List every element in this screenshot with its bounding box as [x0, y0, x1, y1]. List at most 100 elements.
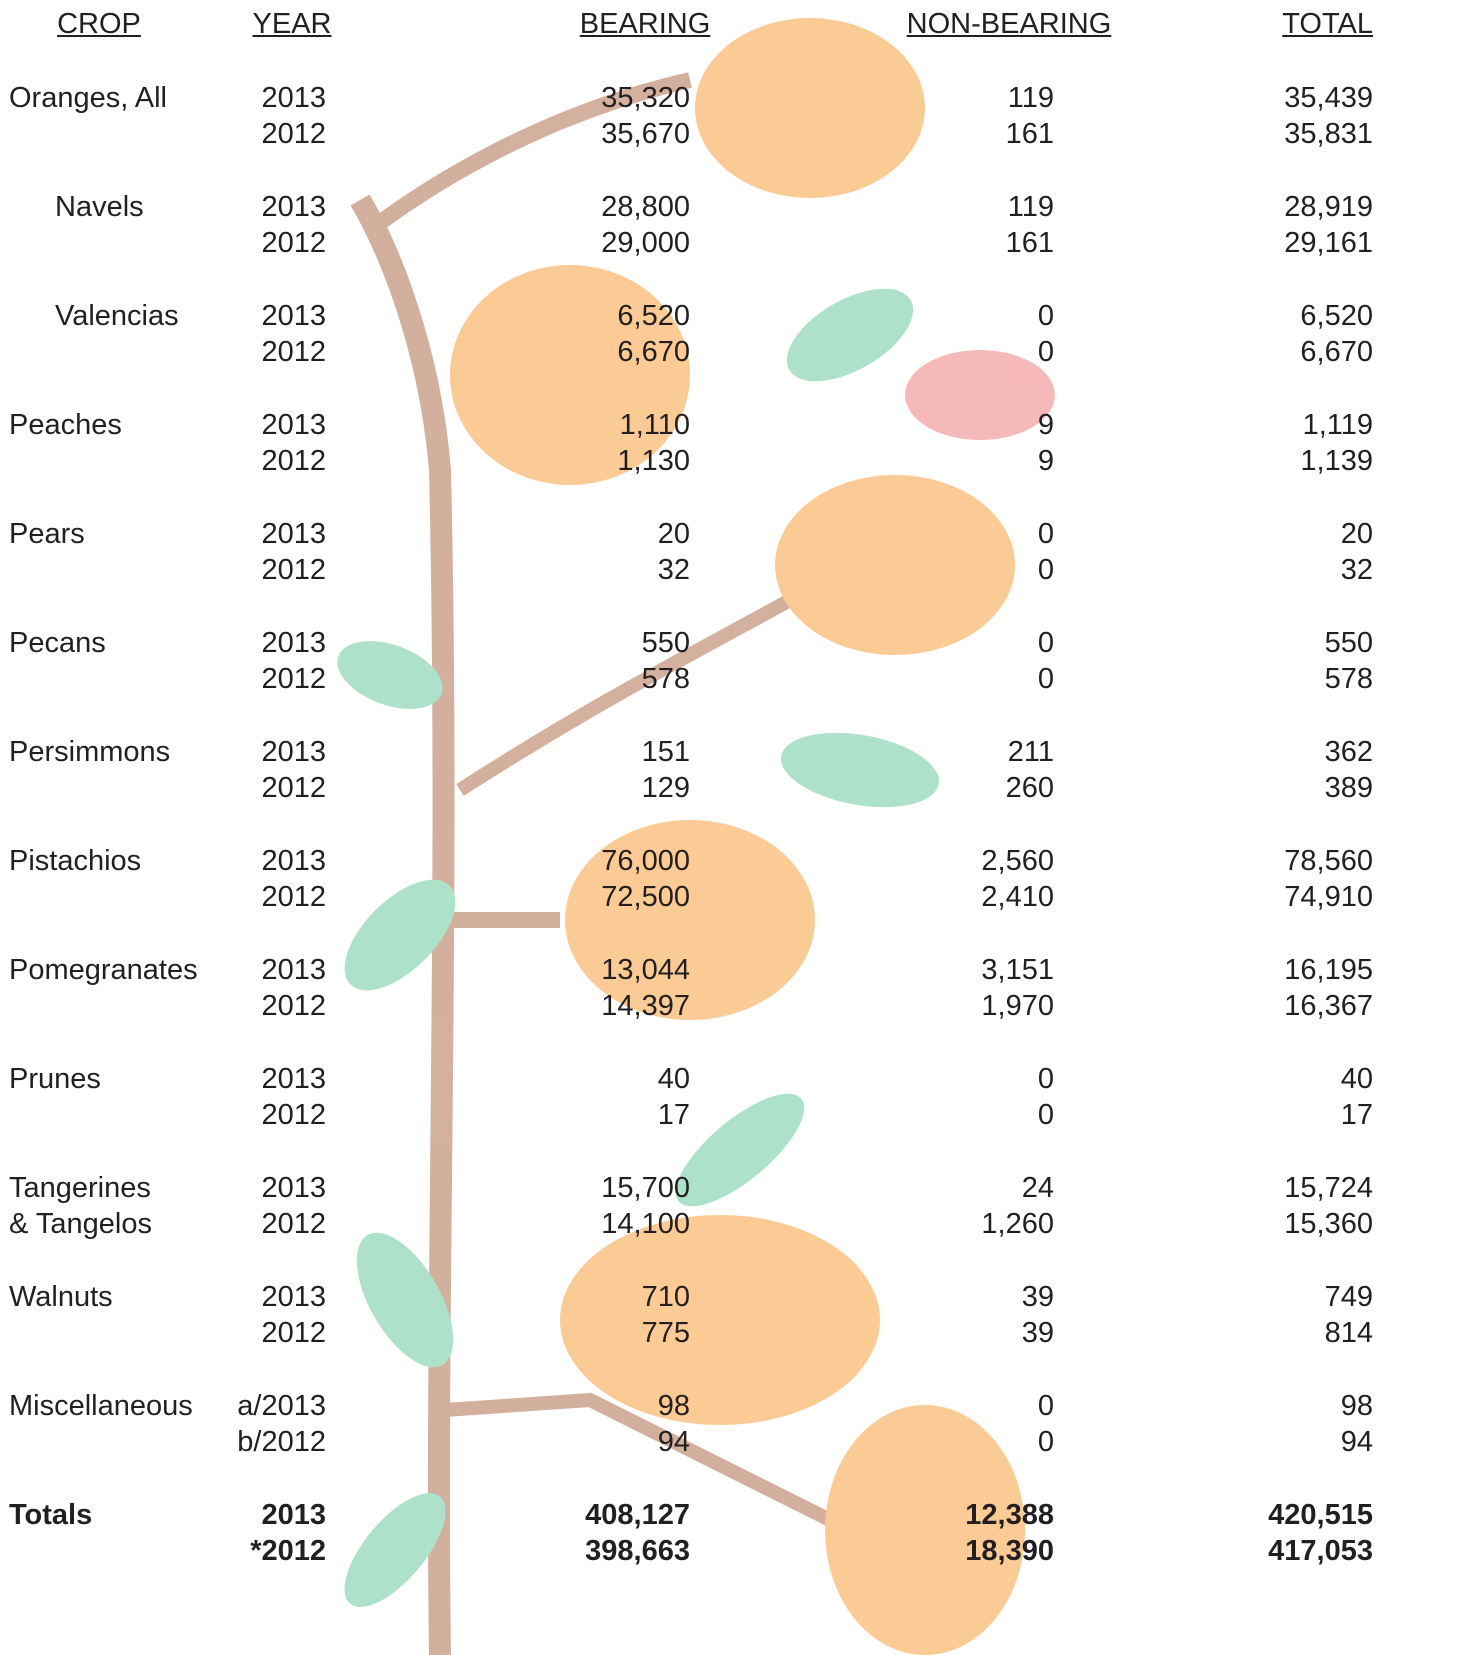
- non-bearing-cell: 9: [1038, 443, 1054, 479]
- total-cell: 28,919: [1284, 189, 1373, 225]
- bearing-cell: 32: [658, 552, 690, 588]
- non-bearing-cell: 24: [1022, 1170, 1054, 1206]
- bearing-cell: 550: [642, 625, 690, 661]
- bearing-cell: 1,110: [620, 407, 690, 443]
- year-cell: 2012: [261, 552, 326, 588]
- year-cell: 2013: [261, 189, 326, 225]
- bearing-cell: 151: [642, 734, 690, 770]
- total-cell: 550: [1325, 625, 1373, 661]
- year-cell: 2013: [261, 1497, 326, 1533]
- bearing-cell: 76,000: [601, 843, 690, 879]
- crop-name: Walnuts: [9, 1279, 113, 1315]
- crop-name: Totals: [9, 1497, 92, 1533]
- bearing-cell: 72,500: [601, 879, 690, 915]
- crop-name: Valencias: [55, 298, 179, 334]
- year-cell: 2012: [261, 1206, 326, 1242]
- page: CROP YEAR BEARING NON-BEARING TOTAL Oranges, …: [0, 0, 1468, 1655]
- non-bearing-cell: 211: [1008, 734, 1054, 770]
- non-bearing-cell: 0: [1038, 516, 1054, 552]
- total-cell: 578: [1325, 661, 1373, 697]
- crop-name: Oranges, All: [9, 80, 167, 116]
- bearing-cell: 398,663: [585, 1533, 690, 1569]
- bearing-cell: 35,320: [601, 80, 690, 116]
- year-cell: 2013: [261, 1061, 326, 1097]
- total-cell: 420,515: [1268, 1497, 1373, 1533]
- year-cell: 2013: [261, 80, 326, 116]
- bearing-cell: 94: [658, 1424, 690, 1460]
- bearing-cell: 29,000: [601, 225, 690, 261]
- year-cell: 2013: [261, 516, 326, 552]
- year-cell: 2012: [261, 1315, 326, 1351]
- total-cell: 814: [1325, 1315, 1373, 1351]
- year-cell: 2012: [261, 661, 326, 697]
- year-cell: 2012: [261, 1097, 326, 1133]
- total-cell: 16,195: [1284, 952, 1373, 988]
- crop-name: & Tangelos: [9, 1206, 152, 1242]
- total-cell: 1,119: [1303, 407, 1373, 443]
- non-bearing-cell: 0: [1038, 1097, 1054, 1133]
- non-bearing-cell: 18,390: [965, 1533, 1054, 1569]
- non-bearing-cell: 0: [1038, 661, 1054, 697]
- bearing-cell: 408,127: [585, 1497, 690, 1533]
- non-bearing-cell: 9: [1038, 407, 1054, 443]
- total-cell: 15,724: [1284, 1170, 1373, 1206]
- crop-name: Prunes: [9, 1061, 101, 1097]
- year-cell: 2012: [261, 443, 326, 479]
- non-bearing-cell: 260: [1006, 770, 1054, 806]
- non-bearing-cell: 0: [1038, 334, 1054, 370]
- bearing-cell: 578: [642, 661, 690, 697]
- column-header: CROP: [57, 6, 141, 42]
- bearing-cell: 14,100: [601, 1206, 690, 1242]
- total-cell: 20: [1341, 516, 1373, 552]
- non-bearing-cell: 161: [1006, 116, 1054, 152]
- year-cell: 2012: [261, 116, 326, 152]
- bearing-cell: 17: [658, 1097, 690, 1133]
- non-bearing-cell: 0: [1038, 625, 1054, 661]
- non-bearing-cell: 39: [1022, 1279, 1054, 1315]
- total-cell: 17: [1341, 1097, 1373, 1133]
- total-cell: 74,910: [1284, 879, 1373, 915]
- bearing-cell: 1,130: [617, 443, 690, 479]
- total-cell: 362: [1325, 734, 1373, 770]
- column-header: YEAR: [253, 6, 332, 42]
- crop-name: Pecans: [9, 625, 106, 661]
- bearing-cell: 129: [642, 770, 690, 806]
- column-header: NON-BEARING: [907, 6, 1112, 42]
- crop-name: Persimmons: [9, 734, 170, 770]
- non-bearing-cell: 119: [1008, 189, 1054, 225]
- year-cell: 2012: [261, 988, 326, 1024]
- bearing-cell: 13,044: [601, 952, 690, 988]
- non-bearing-cell: 1,260: [981, 1206, 1054, 1242]
- crop-name: Pistachios: [9, 843, 141, 879]
- non-bearing-cell: 119: [1008, 80, 1054, 116]
- bearing-cell: 28,800: [601, 189, 690, 225]
- bearing-cell: 6,670: [617, 334, 690, 370]
- year-cell: 2013: [261, 734, 326, 770]
- bearing-cell: 40: [658, 1061, 690, 1097]
- year-cell: 2012: [261, 225, 326, 261]
- total-cell: 40: [1341, 1061, 1373, 1097]
- non-bearing-cell: 2,410: [981, 879, 1054, 915]
- column-header: BEARING: [580, 6, 711, 42]
- total-cell: 6,520: [1300, 298, 1373, 334]
- total-cell: 98: [1341, 1388, 1373, 1424]
- non-bearing-cell: 0: [1038, 1424, 1054, 1460]
- total-cell: 749: [1325, 1279, 1373, 1315]
- year-cell: 2013: [261, 407, 326, 443]
- crop-name: Navels: [55, 189, 144, 225]
- year-cell: 2012: [261, 879, 326, 915]
- crop-name: Pomegranates: [9, 952, 198, 988]
- non-bearing-cell: 2,560: [981, 843, 1054, 879]
- year-cell: 2013: [261, 843, 326, 879]
- total-cell: 35,831: [1284, 116, 1373, 152]
- non-bearing-cell: 0: [1038, 298, 1054, 334]
- column-header: TOTAL: [1282, 6, 1373, 42]
- year-cell: 2013: [261, 1279, 326, 1315]
- non-bearing-cell: 12,388: [965, 1497, 1054, 1533]
- non-bearing-cell: 0: [1038, 1061, 1054, 1097]
- non-bearing-cell: 0: [1038, 1388, 1054, 1424]
- non-bearing-cell: 39: [1022, 1315, 1054, 1351]
- total-cell: 6,670: [1300, 334, 1373, 370]
- bearing-cell: 15,700: [601, 1170, 690, 1206]
- year-cell: 2013: [261, 1170, 326, 1206]
